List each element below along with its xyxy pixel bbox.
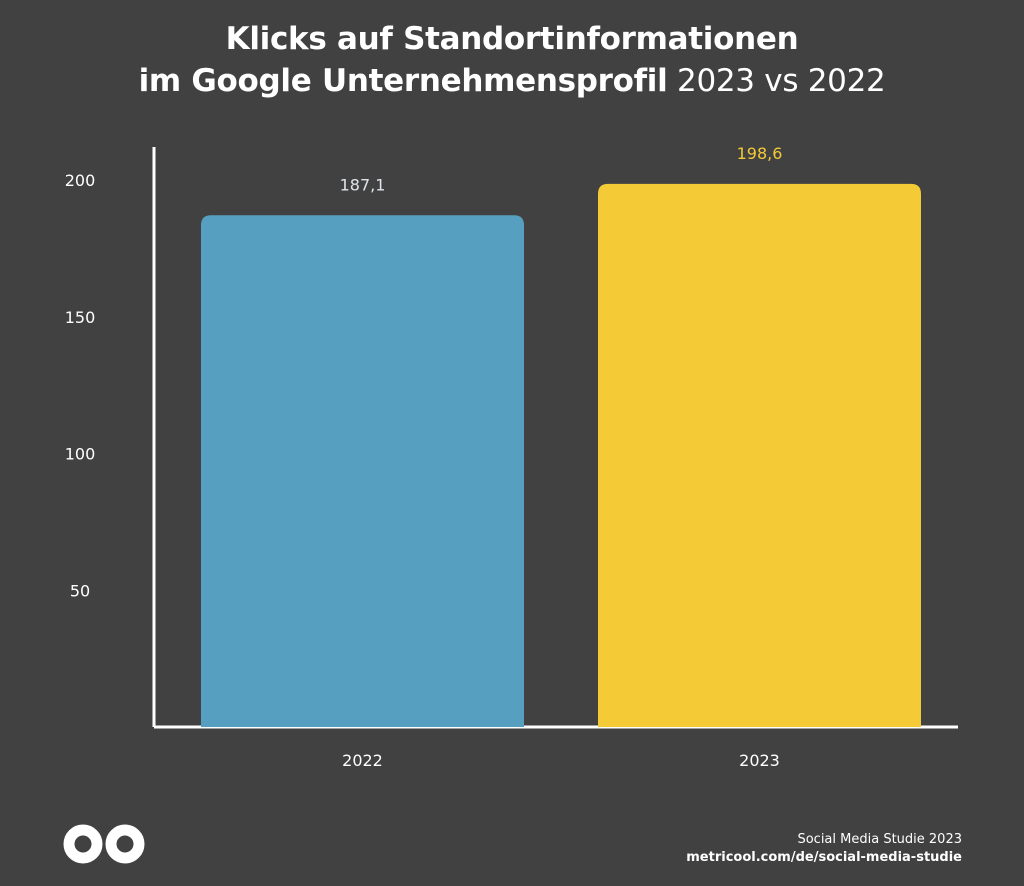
title-line-2-bold: im Google Unternehmensprofil [138,63,668,99]
bar-chart: 50 100 150 200 187,1 2022 198,6 2023 [65,144,958,770]
footer-study-label: Social Media Studie 2023 [797,832,962,847]
x-tick-label: 2023 [739,751,780,770]
x-tick-label: 2022 [342,751,383,770]
title-line-2: im Google Unternehmensprofil 2023 vs 202… [0,60,1024,102]
y-tick-label: 200 [65,171,96,190]
y-tick-label: 50 [70,581,90,600]
bar-2023 [598,183,921,728]
bar-value-label: 187,1 [340,175,386,194]
metricool-logo-icon [63,824,145,864]
y-tick-label: 150 [65,308,96,327]
y-tick-label: 100 [65,445,96,464]
chart-title: Klicks auf Standortinformationen im Goog… [0,18,1024,102]
bar-2022 [201,215,524,727]
bar-value-label: 198,6 [737,144,783,163]
title-line-2-light: 2023 vs 2022 [677,63,886,99]
footer-url[interactable]: metricool.com/de/social-media-studie [686,850,962,865]
footer-credits: Social Media Studie 2023 metricool.com/d… [686,831,962,867]
title-line-1: Klicks auf Standortinformationen [225,21,799,57]
